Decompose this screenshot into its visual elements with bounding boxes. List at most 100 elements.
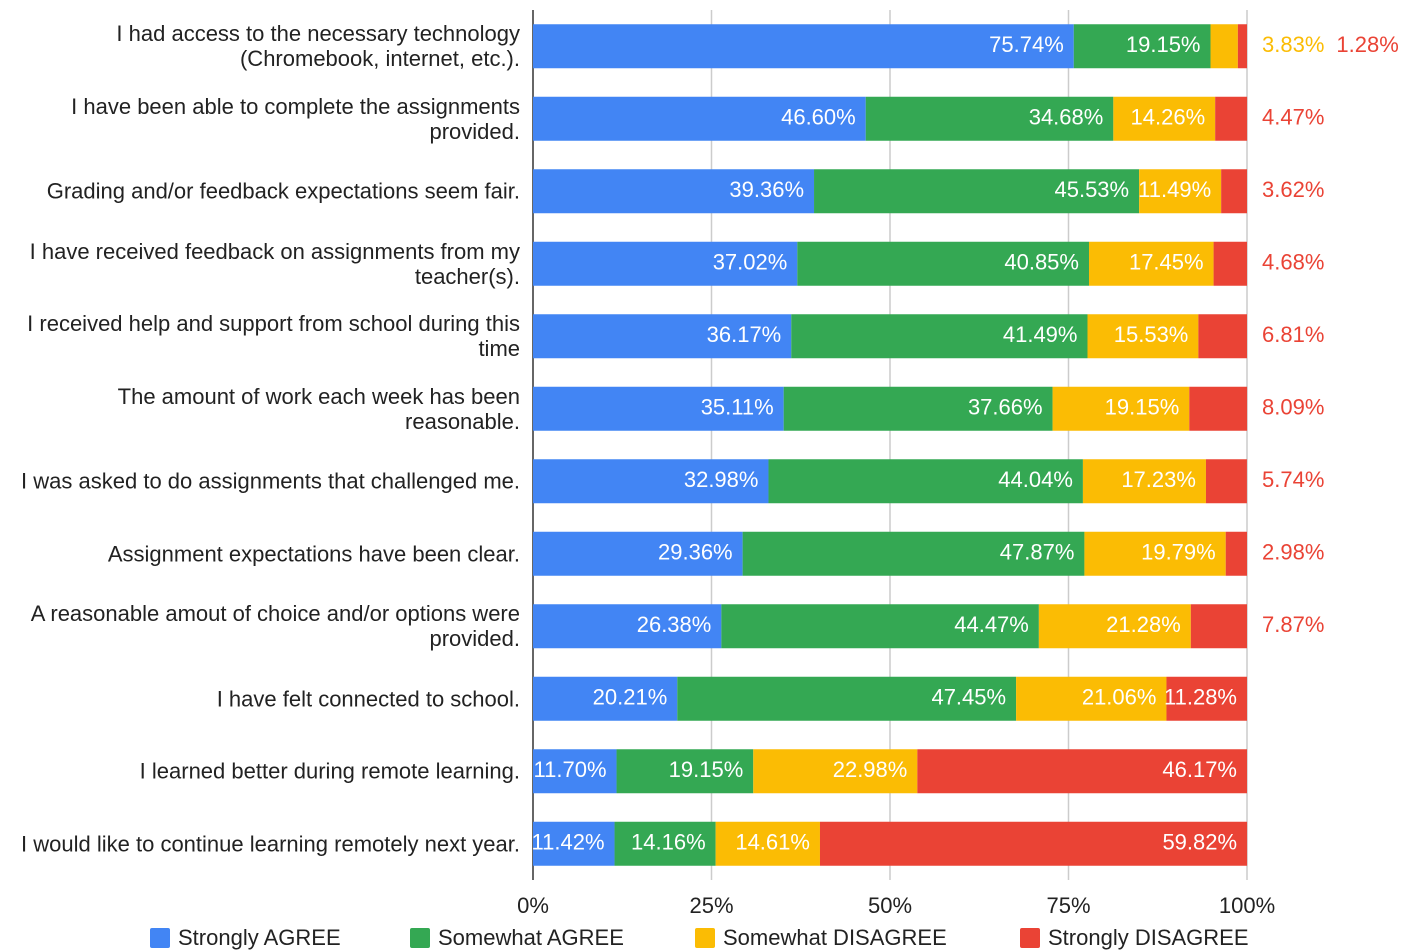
category-label: I would like to continue learning remote… xyxy=(21,831,520,857)
data-label: 4.68% xyxy=(1262,250,1324,275)
bar-segment xyxy=(533,821,615,866)
bar-segment xyxy=(742,531,1085,576)
bar-segment xyxy=(533,241,798,286)
bar-segment xyxy=(1237,24,1247,69)
bar-segment xyxy=(533,531,743,576)
data-label: 4.47% xyxy=(1262,105,1324,130)
category-label: The amount of work each week has been re… xyxy=(117,383,520,434)
bar-segment xyxy=(1073,24,1211,69)
bar-segment xyxy=(721,604,1039,649)
bar-segment xyxy=(533,676,678,721)
data-label: 29.36% xyxy=(658,540,733,565)
bar-segment xyxy=(1225,531,1247,576)
bar-segment xyxy=(677,676,1017,721)
data-label: 3.62% xyxy=(1262,177,1324,202)
legend-swatch xyxy=(410,928,430,948)
category-label: Grading and/or feedback expectations see… xyxy=(46,178,520,204)
bar-segment xyxy=(1189,386,1248,431)
category-label: I learned better during remote learning. xyxy=(139,758,520,784)
bar-segment xyxy=(783,386,1053,431)
legend-swatch xyxy=(150,928,170,948)
bar-segment xyxy=(753,749,918,794)
bar-segment xyxy=(1052,386,1190,431)
data-label: 47.87% xyxy=(1000,540,1075,565)
legend-swatch xyxy=(1020,928,1040,948)
data-label: 44.47% xyxy=(954,612,1029,637)
bar-segment xyxy=(865,96,1114,141)
bar-segment xyxy=(533,749,617,794)
category-label: I was asked to do assignments that chall… xyxy=(21,468,520,494)
data-label: 59.82% xyxy=(1162,830,1237,855)
bar-segment xyxy=(1038,604,1191,649)
bar-segment xyxy=(1205,459,1247,504)
data-label: 39.36% xyxy=(729,177,804,202)
data-label: 14.16% xyxy=(631,830,706,855)
legend-label: Strongly DISAGREE xyxy=(1048,925,1249,950)
data-label: 14.61% xyxy=(735,830,810,855)
bar-segment xyxy=(715,821,820,866)
data-label: 17.23% xyxy=(1121,467,1196,492)
bar-segment xyxy=(533,386,784,431)
data-label: 45.53% xyxy=(1054,177,1129,202)
data-label: 11.28% xyxy=(1164,685,1237,710)
bar-segment xyxy=(1016,676,1167,721)
data-label: 34.68% xyxy=(1029,105,1104,130)
data-label: 44.04% xyxy=(998,467,1073,492)
bar-segment xyxy=(533,96,866,141)
bar-segment xyxy=(791,314,1088,359)
data-label: 40.85% xyxy=(1004,250,1079,275)
bar-segment xyxy=(1139,169,1222,214)
data-label: 35.11% xyxy=(701,395,774,420)
data-label: 15.53% xyxy=(1114,322,1189,347)
bar-segment xyxy=(1190,604,1247,649)
data-label: 41.49% xyxy=(1003,322,1078,347)
data-label: 21.28% xyxy=(1106,612,1181,637)
bar-segment xyxy=(1213,241,1247,286)
bar-segment xyxy=(533,314,792,359)
data-label: 19.15% xyxy=(669,757,744,782)
bar-segment xyxy=(614,821,716,866)
data-label: 37.66% xyxy=(968,395,1043,420)
data-label: 5.74% xyxy=(1262,467,1324,492)
data-label: 37.02% xyxy=(713,250,788,275)
x-tick-label: 75% xyxy=(1046,893,1090,918)
bar-segment xyxy=(1166,676,1247,721)
x-tick-label: 100% xyxy=(1219,893,1275,918)
legend-label: Somewhat DISAGREE xyxy=(723,925,947,950)
x-tick-label: 0% xyxy=(517,893,549,918)
data-label: 19.15% xyxy=(1105,395,1180,420)
data-label: 11.49% xyxy=(1138,177,1211,202)
bar-segment xyxy=(1113,96,1216,141)
category-label: I have felt connected to school. xyxy=(216,686,520,712)
data-label: 2.98% xyxy=(1262,540,1324,565)
data-label: 17.45% xyxy=(1129,250,1204,275)
data-label: 21.06% xyxy=(1082,685,1157,710)
data-label: 46.60% xyxy=(781,105,856,130)
x-tick-label: 25% xyxy=(689,893,733,918)
bar-segment xyxy=(533,169,815,214)
data-label: 14.26% xyxy=(1131,105,1206,130)
bar-segment xyxy=(1082,459,1206,504)
data-label: 46.17% xyxy=(1162,757,1237,782)
data-label: 1.28% xyxy=(1336,32,1398,57)
bar-segment xyxy=(616,749,754,794)
bar-segment xyxy=(797,241,1089,286)
bar-segment xyxy=(1084,531,1226,576)
data-label: 36.17% xyxy=(707,322,782,347)
data-label: 75.74% xyxy=(989,32,1064,57)
x-tick-label: 50% xyxy=(868,893,912,918)
bar-segment xyxy=(533,24,1074,69)
legend-swatch xyxy=(695,928,715,948)
bar-segment xyxy=(1087,314,1199,359)
data-label: 11.70% xyxy=(534,757,607,782)
data-label: 11.42% xyxy=(532,830,605,855)
category-label: Assignment expectations have been clear. xyxy=(107,541,520,567)
category-label: I had access to the necessary technology… xyxy=(116,21,520,72)
category-label: I received help and support from school … xyxy=(27,311,520,362)
bar-segment xyxy=(1221,169,1247,214)
category-label: I have been able to complete the assignm… xyxy=(71,93,520,144)
bar-segment xyxy=(814,169,1140,214)
bar-segment xyxy=(819,821,1248,866)
legend-label: Strongly AGREE xyxy=(178,925,341,950)
